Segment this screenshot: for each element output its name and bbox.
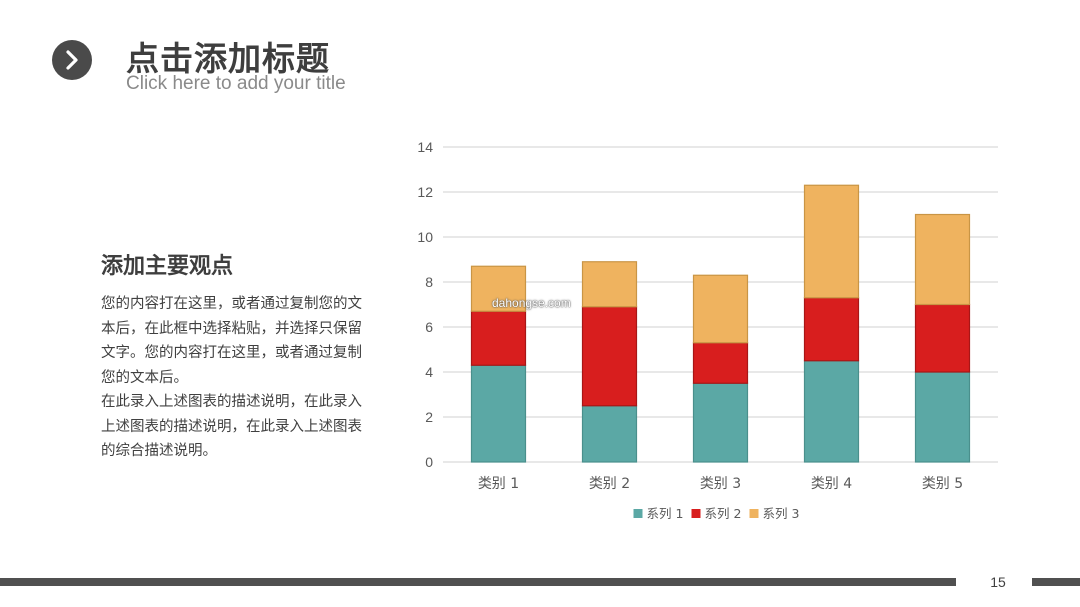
main-point-heading: 添加主要观点 — [101, 254, 234, 279]
legend-swatch — [691, 509, 701, 518]
y-tick-label: 2 — [425, 409, 433, 425]
x-tick-label: 类别 4 — [811, 476, 852, 492]
y-tick-label: 6 — [425, 319, 433, 335]
page-subtitle-en: Click here to add your title — [126, 73, 346, 94]
bar-segment — [470, 364, 527, 463]
body-paragraph: 您的内容打在这里，或者通过复制您的文本后，在此框中选择粘贴，并选择只保留文字。您… — [101, 296, 362, 386]
bar-segment — [803, 360, 860, 463]
legend-label: 系列 3 — [763, 506, 800, 521]
watermark: dahongse.com — [492, 296, 571, 310]
legend-label: 系列 1 — [647, 506, 684, 521]
bar-segment — [914, 213, 971, 306]
y-tick-label: 4 — [425, 364, 433, 380]
stacked-bar-chart: 0 2 4 6 8 10 12 14 类别 1 类别 2 类别 3 类别 4 类别 5 系列 1 系列 2 系… — [417, 139, 998, 521]
y-tick-label: 0 — [425, 454, 433, 470]
body-paragraph: 在此录入上述图表的描述说明，在此录入上述图表的描述说明，在此录入上述图表的综合描… — [101, 394, 362, 459]
legend-swatch — [749, 509, 759, 518]
y-tick-label: 10 — [417, 229, 433, 245]
y-tick-label: 12 — [417, 184, 433, 200]
bar-segment — [914, 371, 971, 463]
bar-segment — [803, 184, 860, 299]
bar-segment — [692, 342, 749, 384]
x-tick-label: 类别 3 — [700, 476, 741, 492]
bar-segment — [581, 405, 638, 463]
bar-segment — [692, 274, 749, 344]
legend-label: 系列 2 — [705, 506, 742, 521]
x-tick-label: 类别 5 — [922, 476, 963, 492]
x-tick-label: 类别 2 — [589, 476, 630, 492]
bar-segment — [914, 303, 971, 373]
bar-segment — [470, 310, 527, 366]
x-tick-label: 类别 1 — [478, 476, 519, 492]
bar-segment — [581, 306, 638, 407]
footer-bar — [0, 578, 956, 586]
y-tick-label: 8 — [425, 274, 433, 290]
legend-swatch — [633, 509, 643, 518]
chevron-right-icon — [52, 40, 92, 80]
page-number: 15 — [990, 574, 1006, 590]
footer-bar-right — [1032, 578, 1080, 586]
page-title: 点击添加标题 — [126, 39, 330, 78]
y-tick-label: 14 — [417, 139, 433, 155]
bar-segment — [803, 297, 860, 362]
bar-segment — [692, 382, 749, 463]
body-text: 您的内容打在这里，或者通过复制您的文本后，在此框中选择粘贴，并选择只保留文字。您… — [101, 292, 363, 464]
bar-segment — [581, 261, 638, 308]
bar-segment — [470, 265, 527, 312]
